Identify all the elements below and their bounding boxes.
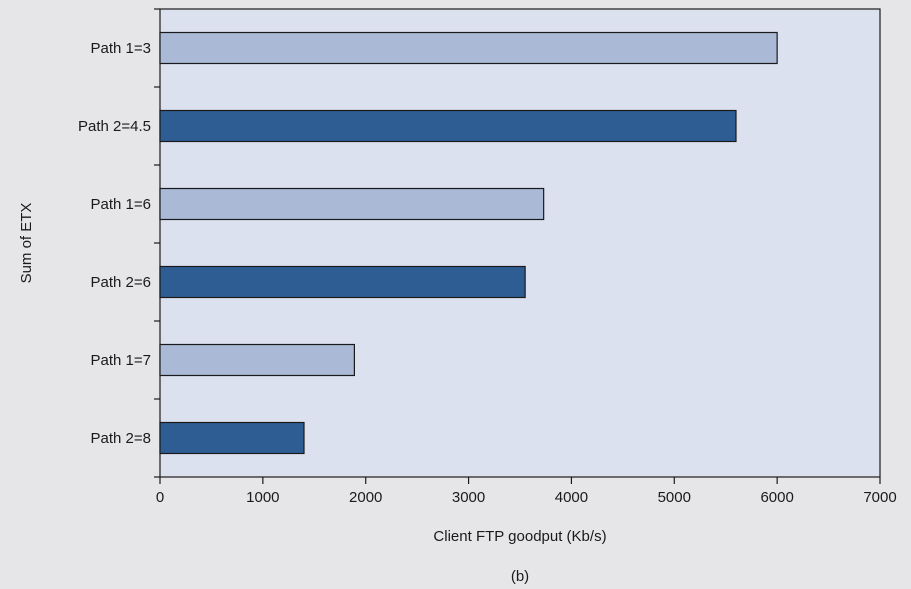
x-axis: 0 1000 2000 3000 4000 5000 6000 7000	[156, 477, 897, 506]
y-tick-label: Path 1=7	[91, 352, 151, 369]
x-tick-label: 2000	[349, 489, 382, 506]
bar-path-2-8	[159, 421, 305, 455]
x-tick-label: 0	[156, 489, 164, 506]
y-tick-label: Path 1=3	[91, 40, 151, 57]
y-axis: Path 1=3 Path 2=4.5 Path 1=6 Path 2=6 Path 1…	[78, 8, 160, 478]
y-tick-label: Path 1=6	[91, 196, 151, 213]
x-tick-label: 5000	[658, 489, 691, 506]
y-axis-title: Sum of ETX	[18, 203, 35, 284]
y-tick-label: Path 2=6	[91, 274, 151, 291]
x-tick-label: 1000	[246, 489, 279, 506]
x-tick-label: 6000	[760, 489, 793, 506]
y-tick-label: Path 2=8	[91, 430, 151, 447]
bars-group	[159, 31, 778, 455]
bar-path-2-4-5	[159, 109, 737, 143]
bar-path-2-6	[159, 265, 526, 299]
bar-path-1-7	[159, 343, 355, 377]
figure-caption: (b)	[511, 568, 529, 585]
y-tick-label: Path 2=4.5	[78, 118, 151, 135]
x-axis-title: Client FTP goodput (Kb/s)	[433, 528, 606, 545]
x-tick-label: 4000	[555, 489, 588, 506]
plot-area	[159, 8, 881, 478]
bar-path-1-3	[159, 31, 778, 65]
x-tick-label: 3000	[452, 489, 485, 506]
bar-path-1-6	[159, 187, 545, 221]
x-tick-label: 7000	[863, 489, 896, 506]
